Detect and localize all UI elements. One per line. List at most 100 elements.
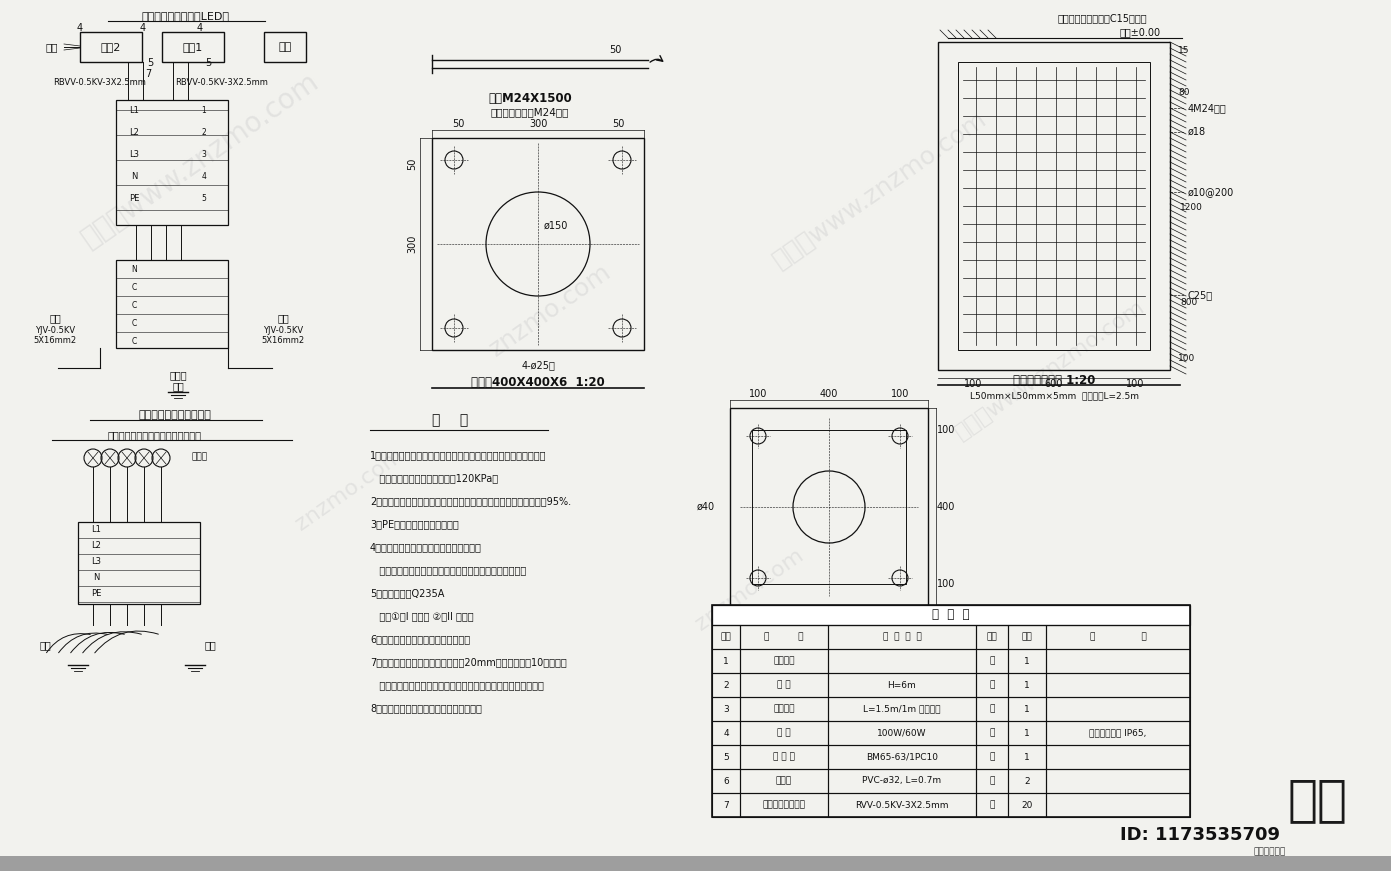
Bar: [740, 697, 828, 721]
Text: 个: 个: [989, 753, 995, 761]
Text: N: N: [131, 265, 136, 273]
Bar: [1046, 673, 1189, 697]
Text: L2: L2: [90, 542, 102, 550]
Text: N: N: [93, 573, 99, 583]
Text: 地面±0.00: 地面±0.00: [1120, 27, 1160, 37]
Text: 螺栓M24X1500: 螺栓M24X1500: [488, 91, 572, 105]
Bar: [740, 769, 828, 793]
Bar: [976, 769, 1008, 793]
Text: 400: 400: [936, 502, 956, 512]
Text: 塑料绝缘铜芯电线: 塑料绝缘铜芯电线: [762, 800, 805, 809]
Text: L50mm×L50mm×5mm  肢端焊缝L=2.5m: L50mm×L50mm×5mm 肢端焊缝L=2.5m: [970, 391, 1138, 401]
Text: 接地脚: 接地脚: [170, 370, 186, 380]
Text: N: N: [131, 172, 138, 180]
Bar: [712, 673, 740, 697]
Bar: [712, 605, 1189, 817]
Text: H=6m: H=6m: [887, 680, 917, 690]
Text: 灯具: 灯具: [46, 42, 58, 52]
Bar: [712, 721, 740, 745]
Text: znzmo.com: znzmo.com: [693, 545, 808, 635]
Text: 型  号  规  格: 型 号 规 格: [883, 632, 921, 642]
Text: 螺栓: 螺栓: [172, 381, 184, 391]
Text: RBVV-0.5KV-3X2.5mm: RBVV-0.5KV-3X2.5mm: [175, 78, 268, 86]
Text: 灯具1: 灯具1: [182, 42, 203, 52]
Text: 20: 20: [1021, 800, 1032, 809]
Text: 400: 400: [819, 389, 839, 399]
Bar: [828, 745, 976, 769]
Bar: [828, 697, 976, 721]
Text: 单管灯架: 单管灯架: [773, 705, 794, 713]
Text: 断 路 器: 断 路 器: [773, 753, 794, 761]
Text: 7: 7: [723, 800, 729, 809]
Text: BM65-63/1PC10: BM65-63/1PC10: [867, 753, 938, 761]
Bar: [712, 697, 740, 721]
Text: 知末网www.znzmo.com: 知末网www.znzmo.com: [77, 67, 324, 253]
Text: 1、要求灯基础置于原状土上，如遇不良地质土层应进行地基处理，: 1、要求灯基础置于原状土上，如遇不良地质土层应进行地基处理，: [370, 450, 547, 460]
Text: 米: 米: [989, 800, 995, 809]
Bar: [828, 721, 976, 745]
Text: L=1.5m/1m 单行壁制: L=1.5m/1m 单行壁制: [864, 705, 940, 713]
Bar: [1008, 793, 1046, 817]
Text: 进线: 进线: [277, 313, 289, 323]
Text: 5: 5: [723, 753, 729, 761]
Text: 数量: 数量: [1021, 632, 1032, 642]
Text: 表面置复涂磷酸锌片，以保护灯座脚螺栓和螺母不生锈不丢失。: 表面置复涂磷酸锌片，以保护灯座脚螺栓和螺母不生锈不丢失。: [370, 680, 544, 690]
Text: 每个螺栓配三个M24螺母: 每个螺栓配三个M24螺母: [491, 107, 569, 117]
Bar: [712, 605, 1189, 625]
Text: 4: 4: [140, 23, 146, 33]
Bar: [161, 32, 224, 62]
Text: 300: 300: [408, 235, 417, 253]
Text: 灯具: 灯具: [278, 42, 292, 52]
Bar: [828, 793, 976, 817]
Bar: [938, 42, 1170, 370]
Text: 100: 100: [1178, 354, 1195, 362]
Text: ø18: ø18: [1188, 127, 1206, 137]
Text: 15: 15: [1178, 45, 1189, 55]
Text: 根: 根: [989, 680, 995, 690]
Text: L2: L2: [129, 127, 139, 137]
Bar: [828, 769, 976, 793]
Text: 7: 7: [145, 69, 152, 79]
Text: 3、PE线和接地线应可靠焊接。: 3、PE线和接地线应可靠焊接。: [370, 519, 459, 529]
Text: 灯 具: 灯 具: [778, 728, 791, 738]
Text: 2: 2: [723, 680, 729, 690]
Text: 备                注: 备 注: [1089, 632, 1146, 642]
Bar: [828, 673, 976, 697]
Bar: [740, 793, 828, 817]
Text: 说    明: 说 明: [431, 413, 469, 427]
Text: 8、所有外露金属件应应做防锈镀锌处理。: 8、所有外露金属件应应做防锈镀锌处理。: [370, 703, 481, 713]
Bar: [78, 522, 200, 604]
Text: 2: 2: [1024, 777, 1029, 786]
Text: 4: 4: [723, 728, 729, 738]
Text: 知末网www.znzmo.com: 知末网www.znzmo.com: [769, 107, 992, 273]
Text: 50: 50: [609, 45, 622, 55]
Bar: [976, 697, 1008, 721]
Bar: [712, 625, 740, 649]
Text: 4-ø25孔: 4-ø25孔: [522, 360, 555, 370]
Text: 1: 1: [1024, 705, 1029, 713]
Text: 进线: 进线: [49, 313, 61, 323]
Text: 根: 根: [989, 705, 995, 713]
Text: L1: L1: [90, 525, 102, 535]
Text: 6、灯杆与法兰盘连接处要求满焊接。: 6、灯杆与法兰盘连接处要求满焊接。: [370, 634, 470, 644]
Text: 序号: 序号: [721, 632, 732, 642]
Text: 1: 1: [1024, 753, 1029, 761]
Bar: [1008, 745, 1046, 769]
Text: 80: 80: [1178, 87, 1189, 97]
Text: 单位: 单位: [986, 632, 997, 642]
Bar: [740, 745, 828, 769]
Text: 5X16mm2: 5X16mm2: [262, 335, 305, 345]
Text: L3: L3: [129, 150, 139, 159]
Text: 防尘防水等级 IP65,: 防尘防水等级 IP65,: [1089, 728, 1146, 738]
Bar: [264, 32, 306, 62]
Text: 指相联: 指相联: [192, 453, 209, 462]
Bar: [81, 32, 142, 62]
Text: 灯具2: 灯具2: [100, 42, 121, 52]
Text: 知末网www.znzmo.com: 知末网www.znzmo.com: [951, 297, 1149, 443]
Text: PE: PE: [129, 193, 139, 202]
Bar: [958, 62, 1150, 350]
Bar: [740, 721, 828, 745]
Text: C25砼: C25砼: [1188, 290, 1213, 300]
Text: C: C: [131, 300, 136, 309]
Text: 灯具灯杆基础图 1:20: 灯具灯杆基础图 1:20: [1013, 374, 1095, 387]
